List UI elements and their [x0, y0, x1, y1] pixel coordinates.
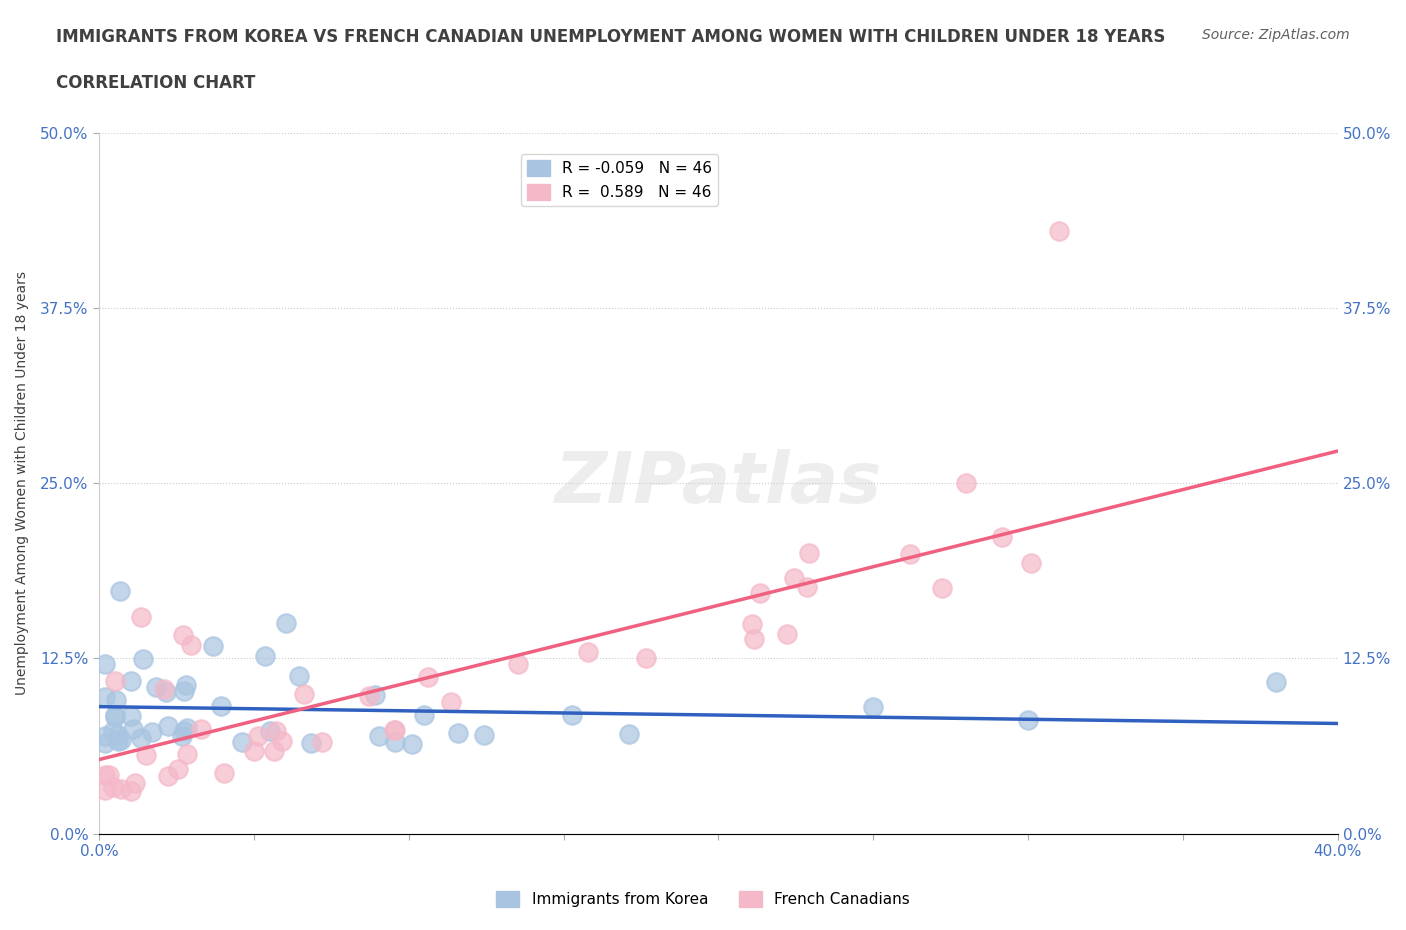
- Text: ZIPatlas: ZIPatlas: [554, 448, 882, 518]
- Immigrants from Korea: [101, 724, 124, 738]
- French Canadians: [576, 644, 599, 659]
- French Canadians: [94, 783, 117, 798]
- French Canadians: [247, 728, 270, 743]
- Immigrants from Korea: [472, 727, 495, 742]
- Immigrants from Korea: [141, 724, 163, 739]
- French Canadians: [440, 695, 463, 710]
- Immigrants from Korea: [288, 668, 311, 683]
- French Canadians: [120, 784, 142, 799]
- French Canadians: [157, 769, 180, 784]
- French Canadians: [292, 687, 315, 702]
- French Canadians: [97, 767, 120, 782]
- French Canadians: [741, 617, 763, 631]
- French Canadians: [636, 651, 658, 666]
- Immigrants from Korea: [104, 708, 127, 723]
- Immigrants from Korea: [120, 673, 142, 688]
- French Canadians: [742, 631, 765, 646]
- Immigrants from Korea: [384, 735, 406, 750]
- Immigrants from Korea: [104, 710, 127, 724]
- Y-axis label: Unemployment Among Women with Children Under 18 years: Unemployment Among Women with Children U…: [15, 272, 30, 696]
- French Canadians: [359, 689, 381, 704]
- Immigrants from Korea: [94, 735, 117, 750]
- Immigrants from Korea: [174, 677, 197, 692]
- Immigrants from Korea: [299, 736, 322, 751]
- Immigrants from Korea: [274, 616, 297, 631]
- French Canadians: [508, 657, 530, 671]
- French Canadians: [1047, 223, 1070, 238]
- Immigrants from Korea: [145, 679, 167, 694]
- Immigrants from Korea: [110, 732, 132, 747]
- French Canadians: [898, 547, 921, 562]
- Immigrants from Korea: [401, 737, 423, 751]
- French Canadians: [263, 743, 285, 758]
- French Canadians: [190, 722, 212, 737]
- French Canadians: [382, 723, 405, 737]
- Immigrants from Korea: [367, 728, 389, 743]
- Immigrants from Korea: [120, 709, 142, 724]
- Legend: Immigrants from Korea, French Canadians: Immigrants from Korea, French Canadians: [491, 884, 915, 913]
- French Canadians: [264, 724, 287, 738]
- French Canadians: [931, 580, 953, 595]
- French Canadians: [384, 723, 406, 737]
- Immigrants from Korea: [209, 698, 232, 713]
- Legend: R = -0.059   N = 46, R =  0.589   N = 46: R = -0.059 N = 46, R = 0.589 N = 46: [520, 154, 718, 206]
- French Canadians: [242, 743, 264, 758]
- Immigrants from Korea: [121, 722, 143, 737]
- Immigrants from Korea: [561, 708, 583, 723]
- French Canadians: [135, 747, 157, 762]
- Immigrants from Korea: [173, 684, 195, 699]
- French Canadians: [797, 546, 820, 561]
- French Canadians: [131, 609, 153, 624]
- French Canadians: [1021, 555, 1043, 570]
- Immigrants from Korea: [105, 693, 128, 708]
- Text: CORRELATION CHART: CORRELATION CHART: [56, 74, 256, 92]
- French Canadians: [94, 768, 117, 783]
- Immigrants from Korea: [94, 689, 117, 704]
- Immigrants from Korea: [253, 648, 276, 663]
- Immigrants from Korea: [202, 638, 225, 653]
- French Canadians: [270, 734, 292, 749]
- Immigrants from Korea: [231, 735, 253, 750]
- Immigrants from Korea: [131, 730, 153, 745]
- Immigrants from Korea: [173, 724, 195, 738]
- Text: IMMIGRANTS FROM KOREA VS FRENCH CANADIAN UNEMPLOYMENT AMONG WOMEN WITH CHILDREN : IMMIGRANTS FROM KOREA VS FRENCH CANADIAN…: [56, 28, 1166, 46]
- French Canadians: [796, 579, 818, 594]
- Immigrants from Korea: [176, 721, 198, 736]
- Immigrants from Korea: [413, 708, 436, 723]
- Immigrants from Korea: [94, 728, 117, 743]
- French Canadians: [176, 747, 198, 762]
- Immigrants from Korea: [94, 657, 117, 671]
- French Canadians: [311, 734, 333, 749]
- French Canadians: [153, 682, 176, 697]
- French Canadians: [172, 627, 194, 642]
- Text: Source: ZipAtlas.com: Source: ZipAtlas.com: [1202, 28, 1350, 42]
- Immigrants from Korea: [364, 687, 387, 702]
- French Canadians: [776, 626, 799, 641]
- French Canadians: [101, 779, 124, 794]
- Immigrants from Korea: [157, 719, 180, 734]
- French Canadians: [124, 776, 146, 790]
- French Canadians: [416, 670, 439, 684]
- French Canadians: [180, 637, 202, 652]
- Immigrants from Korea: [862, 700, 884, 715]
- French Canadians: [749, 586, 772, 601]
- Immigrants from Korea: [259, 724, 281, 738]
- Immigrants from Korea: [447, 726, 470, 741]
- Immigrants from Korea: [131, 652, 153, 667]
- Immigrants from Korea: [1264, 674, 1286, 689]
- Immigrants from Korea: [1017, 712, 1039, 727]
- French Canadians: [955, 476, 977, 491]
- Immigrants from Korea: [155, 684, 177, 699]
- Immigrants from Korea: [619, 727, 641, 742]
- French Canadians: [167, 762, 190, 777]
- French Canadians: [782, 570, 804, 585]
- Immigrants from Korea: [108, 583, 131, 598]
- Immigrants from Korea: [107, 734, 129, 749]
- French Canadians: [214, 765, 236, 780]
- Immigrants from Korea: [172, 728, 194, 743]
- French Canadians: [104, 674, 127, 689]
- French Canadians: [991, 530, 1014, 545]
- Immigrants from Korea: [107, 728, 129, 743]
- French Canadians: [110, 781, 132, 796]
